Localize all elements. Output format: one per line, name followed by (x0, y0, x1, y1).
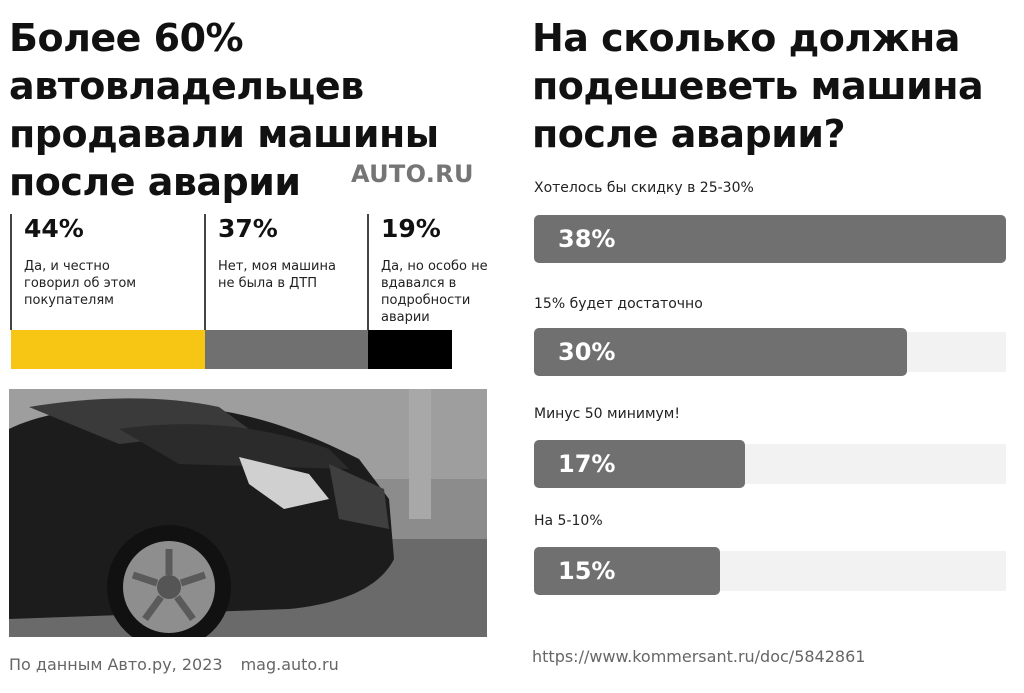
left-title-line: продавали машины (9, 112, 439, 156)
stat-column: 37% Нет, моя машина не была в ДТП (204, 214, 367, 330)
split-bar-segment (205, 330, 368, 369)
stat-column: 44% Да, и честно говорил об этом покупате… (10, 214, 204, 330)
bar-category-label: Хотелось бы скидку в 25-30% (534, 180, 754, 196)
footer-left: По данным Авто.ру, 2023 mag.auto.ru (9, 655, 339, 674)
stat-description: Да, и честно говорил об этом покупателям (24, 259, 137, 308)
damaged-car-photo (9, 389, 487, 637)
brand-logo: AUTO.RU (351, 160, 474, 188)
stat-percent: 19% (381, 214, 441, 243)
bar-value-label: 30% (558, 338, 616, 366)
bar-fill: 15% (534, 547, 720, 595)
left-title-line: автовладельцев (9, 64, 364, 108)
split-bar-segment (11, 330, 205, 369)
left-title: Более 60% автовладельцев продавали машин… (9, 14, 479, 206)
bar-fill: 30% (534, 328, 907, 376)
right-title-line: подешеветь машина (532, 64, 984, 108)
bar-category-label: Минус 50 минимум! (534, 406, 680, 422)
bar-fill: 38% (534, 215, 1006, 263)
split-bar-segment (368, 330, 452, 369)
split-bar (11, 330, 452, 369)
bar-value-label: 17% (558, 450, 616, 478)
bar-value-label: 15% (558, 557, 616, 585)
right-title: На сколько должна подешеветь машина посл… (532, 14, 1012, 158)
footer-site-link[interactable]: mag.auto.ru (240, 655, 339, 674)
stat-description: Да, но особо не вдавался в подробности а… (381, 259, 488, 325)
stat-percent: 37% (218, 214, 278, 243)
right-title-line: после аварии? (532, 112, 846, 156)
bar-category-label: На 5-10% (534, 513, 603, 529)
footer-source: По данным Авто.ру, 2023 (9, 655, 223, 674)
stat-percent: 44% (24, 214, 84, 243)
bar-value-label: 38% (558, 225, 616, 253)
stat-description: Нет, моя машина не была в ДТП (218, 259, 336, 291)
right-title-line: На сколько должна (532, 16, 960, 60)
bar-category-label: 15% будет достаточно (534, 296, 703, 312)
stat-column: 19% Да, но особо не вдавался в подробност… (367, 214, 488, 330)
left-title-line: Более 60% (9, 16, 244, 60)
source-url-link[interactable]: https://www.kommersant.ru/doc/5842861 (532, 647, 866, 666)
left-title-line: после аварии (9, 160, 301, 204)
bar-fill: 17% (534, 440, 745, 488)
